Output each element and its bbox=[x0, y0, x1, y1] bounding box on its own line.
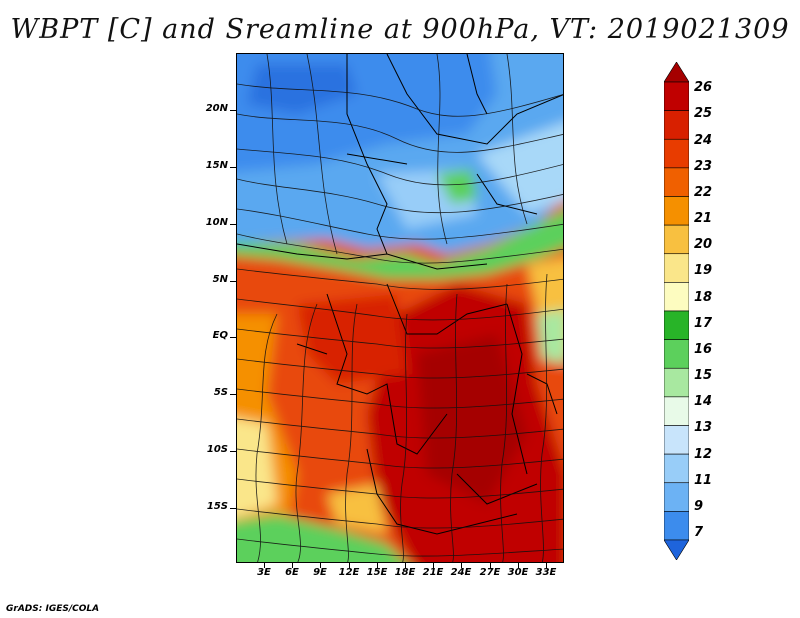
wbpt-map bbox=[236, 53, 564, 563]
lat-label: 20N bbox=[205, 103, 228, 114]
colorbar-label: 24 bbox=[694, 133, 713, 148]
lat-tick bbox=[230, 508, 236, 509]
lon-tick bbox=[377, 563, 378, 568]
lon-label: 21E bbox=[422, 567, 444, 578]
colorbar-segment bbox=[664, 310, 689, 340]
lon-label: 33E bbox=[535, 567, 557, 578]
lon-label: 18E bbox=[394, 567, 416, 578]
colorbar-segment bbox=[664, 224, 689, 255]
lat-tick bbox=[230, 337, 236, 338]
colorbar-label: 15 bbox=[694, 368, 713, 383]
grads-credit: GrADS: IGES/COLA bbox=[6, 604, 100, 614]
colorbar-label: 22 bbox=[694, 185, 713, 200]
lat-label: 5S bbox=[213, 387, 228, 398]
lon-tick bbox=[292, 563, 293, 568]
colorbar-label: 21 bbox=[694, 211, 713, 226]
lat-tick bbox=[230, 281, 236, 282]
lat-label: 10S bbox=[206, 444, 228, 455]
lon-tick bbox=[349, 563, 350, 568]
lon-label: 15E bbox=[366, 567, 388, 578]
lon-tick bbox=[518, 563, 519, 568]
colorbar-segment bbox=[664, 511, 689, 541]
colorbar-segment bbox=[664, 453, 689, 484]
colorbar-segment bbox=[664, 339, 689, 369]
colorbar-label: 13 bbox=[694, 420, 713, 435]
colorbar-segment bbox=[664, 282, 689, 312]
lon-label: 3E bbox=[257, 567, 271, 578]
lat-tick bbox=[230, 167, 236, 168]
lat-tick bbox=[230, 224, 236, 225]
colorbar-label: 16 bbox=[694, 342, 713, 357]
lat-tick bbox=[230, 451, 236, 452]
colorbar-segment bbox=[664, 482, 689, 512]
colorbar-segment bbox=[664, 253, 689, 283]
colorbar-label: 14 bbox=[694, 394, 713, 409]
colorbar-segments bbox=[664, 62, 689, 560]
lat-label: 15S bbox=[206, 501, 228, 512]
lon-tick bbox=[546, 563, 547, 568]
colorbar-segment bbox=[664, 110, 689, 140]
streamlines bbox=[237, 54, 563, 562]
lon-tick bbox=[461, 563, 462, 568]
colorbar-segment bbox=[664, 539, 689, 560]
lon-tick bbox=[405, 563, 406, 568]
lat-label: 15N bbox=[205, 160, 228, 171]
lon-label: 6E bbox=[285, 567, 299, 578]
colorbar-segment bbox=[664, 425, 689, 455]
colorbar-label: 17 bbox=[694, 316, 713, 331]
colorbar-segment bbox=[664, 81, 689, 111]
colorbar-segment bbox=[664, 138, 689, 169]
colorbar-label: 25 bbox=[694, 106, 713, 121]
colorbar-label: 18 bbox=[694, 290, 713, 305]
lon-label: 27E bbox=[479, 567, 501, 578]
lat-label: 5N bbox=[212, 274, 228, 285]
colorbar-label: 23 bbox=[694, 159, 713, 174]
colorbar-segment bbox=[664, 396, 689, 426]
wbpt-field bbox=[237, 54, 563, 562]
colorbar-label: 19 bbox=[694, 263, 713, 278]
lon-tick bbox=[433, 563, 434, 568]
colorbar-label: 26 bbox=[694, 80, 713, 95]
lat-label: 10N bbox=[205, 217, 228, 228]
lon-label: 24E bbox=[450, 567, 472, 578]
lat-tick bbox=[230, 394, 236, 395]
colorbar bbox=[664, 62, 689, 560]
colorbar-segment bbox=[664, 167, 689, 197]
temperature-shading bbox=[237, 54, 563, 562]
colorbar-label: 12 bbox=[694, 447, 713, 462]
colorbar-label: 9 bbox=[694, 499, 704, 514]
lon-label: 9E bbox=[313, 567, 327, 578]
lon-tick bbox=[320, 563, 321, 568]
colorbar-segment bbox=[664, 62, 689, 83]
chart-title: WBPT [C] and Sreamline at 900hPa, VT: 20… bbox=[10, 14, 790, 45]
colorbar-label: 7 bbox=[694, 525, 704, 540]
lon-tick bbox=[264, 563, 265, 568]
colorbar-segment bbox=[664, 196, 689, 226]
lon-tick bbox=[490, 563, 491, 568]
country-borders bbox=[237, 54, 563, 535]
lat-label: EQ bbox=[212, 330, 228, 341]
lon-label: 30E bbox=[507, 567, 529, 578]
colorbar-segment bbox=[664, 367, 689, 398]
colorbar-label: 11 bbox=[694, 473, 713, 488]
colorbar-label: 20 bbox=[694, 237, 713, 252]
lat-tick bbox=[230, 110, 236, 111]
lon-label: 12E bbox=[338, 567, 360, 578]
